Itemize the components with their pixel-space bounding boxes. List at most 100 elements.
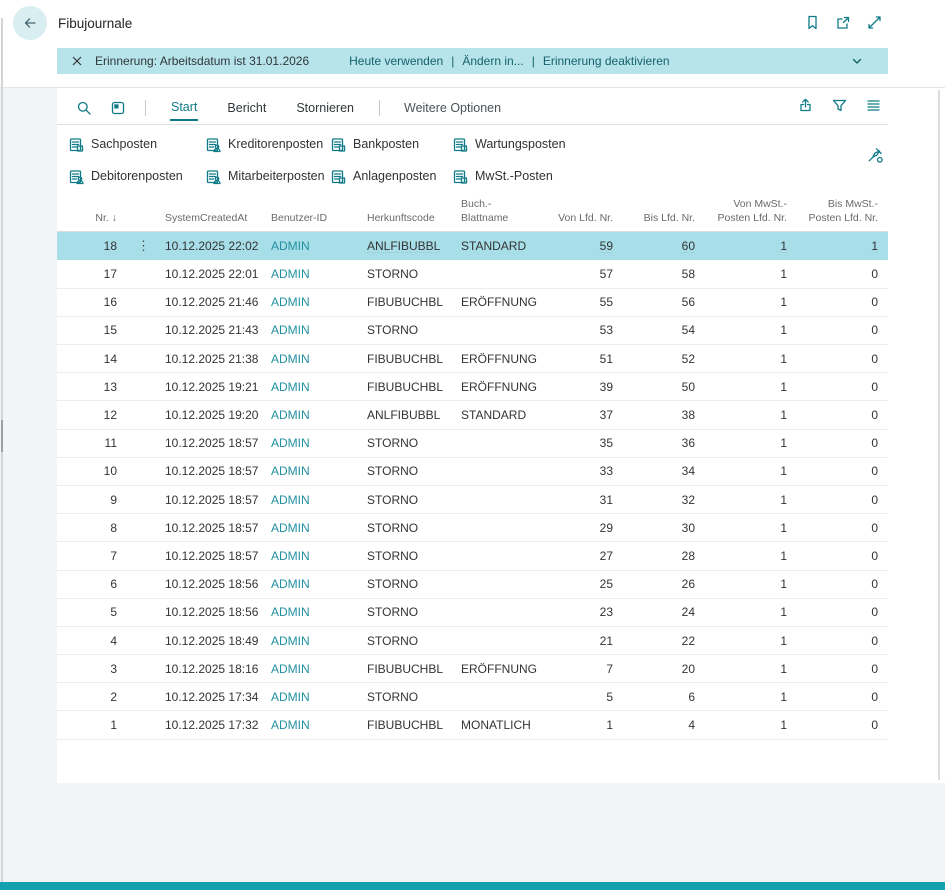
table-row[interactable]: 7 ⋮ 10.12.2025 18:57 ADMIN STORNO 27 28 … [57, 542, 888, 570]
cell-von-mwst-posten[interactable]: 1 [705, 323, 797, 337]
vertical-scrollbar[interactable] [938, 90, 940, 780]
notification-action-deactivate[interactable]: Erinnerung deaktivieren [543, 54, 670, 68]
cell-von-lfd-nr[interactable]: 5 [539, 690, 623, 704]
cell-von-mwst-posten[interactable]: 1 [705, 436, 797, 450]
cell-von-mwst-posten[interactable]: 1 [705, 493, 797, 507]
cell-von-mwst-posten[interactable]: 1 [705, 718, 797, 732]
table-row[interactable]: 5 ⋮ 10.12.2025 18:56 ADMIN STORNO 23 24 … [57, 599, 888, 627]
table-row[interactable]: 18 ⋮ 10.12.2025 22:02 ADMIN ANLFIBUBBL S… [57, 232, 888, 260]
cell-benutzer-id[interactable]: ADMIN [261, 634, 357, 648]
cell-benutzer-id[interactable]: ADMIN [261, 718, 357, 732]
cell-bis-lfd-nr[interactable]: 52 [623, 352, 705, 366]
cell-bis-mwst-posten[interactable]: 0 [797, 521, 888, 535]
cell-bis-lfd-nr[interactable]: 56 [623, 295, 705, 309]
cell-von-lfd-nr[interactable]: 35 [539, 436, 623, 450]
cell-nr[interactable]: 11 [57, 436, 127, 450]
cell-von-mwst-posten[interactable]: 1 [705, 380, 797, 394]
action-kreditorenposten[interactable]: Kreditorenposten [205, 134, 330, 154]
cell-bis-mwst-posten[interactable]: 0 [797, 267, 888, 281]
filter-icon[interactable] [831, 97, 848, 119]
action-mitarbeiterposten[interactable]: Mitarbeiterposten [205, 166, 330, 186]
table-row[interactable]: 4 ⋮ 10.12.2025 18:49 ADMIN STORNO 21 22 … [57, 627, 888, 655]
cell-nr[interactable]: 12 [57, 408, 127, 422]
cell-benutzer-id[interactable]: ADMIN [261, 521, 357, 535]
cell-nr[interactable]: 1 [57, 718, 127, 732]
cell-bis-lfd-nr[interactable]: 6 [623, 690, 705, 704]
cell-von-mwst-posten[interactable]: 1 [705, 408, 797, 422]
cell-bis-mwst-posten[interactable]: 0 [797, 352, 888, 366]
column-header-bis-mwst-posten[interactable]: Bis MwSt.- Posten Lfd. Nr. [797, 198, 888, 225]
cell-bis-lfd-nr[interactable]: 24 [623, 605, 705, 619]
tab-bericht[interactable]: Bericht [226, 97, 267, 120]
left-scrollbar-thumb[interactable] [1, 420, 3, 452]
cell-nr[interactable]: 4 [57, 634, 127, 648]
cell-bis-lfd-nr[interactable]: 38 [623, 408, 705, 422]
cell-nr[interactable]: 7 [57, 549, 127, 563]
cell-nr[interactable]: 2 [57, 690, 127, 704]
cell-bis-lfd-nr[interactable]: 54 [623, 323, 705, 337]
cell-von-mwst-posten[interactable]: 1 [705, 634, 797, 648]
cell-bis-mwst-posten[interactable]: 0 [797, 690, 888, 704]
table-row[interactable]: 17 ⋮ 10.12.2025 22:01 ADMIN STORNO 57 58… [57, 260, 888, 288]
table-row[interactable]: 15 ⋮ 10.12.2025 21:43 ADMIN STORNO 53 54… [57, 317, 888, 345]
cell-von-lfd-nr[interactable]: 53 [539, 323, 623, 337]
action-wartungsposten[interactable]: Wartungsposten [452, 134, 566, 154]
cell-nr[interactable]: 13 [57, 380, 127, 394]
cell-nr[interactable]: 9 [57, 493, 127, 507]
cell-benutzer-id[interactable]: ADMIN [261, 605, 357, 619]
table-row[interactable]: 6 ⋮ 10.12.2025 18:56 ADMIN STORNO 25 26 … [57, 571, 888, 599]
cell-benutzer-id[interactable]: ADMIN [261, 267, 357, 281]
column-header-von-mwst-posten[interactable]: Von MwSt.- Posten Lfd. Nr. [705, 198, 797, 225]
cell-benutzer-id[interactable]: ADMIN [261, 295, 357, 309]
cell-benutzer-id[interactable]: ADMIN [261, 323, 357, 337]
column-header-herkunftscode[interactable]: Herkunftscode [357, 212, 451, 226]
cell-von-mwst-posten[interactable]: 1 [705, 352, 797, 366]
cell-von-mwst-posten[interactable]: 1 [705, 464, 797, 478]
table-row[interactable]: 1 ⋮ 10.12.2025 17:32 ADMIN FIBUBUCHBL MO… [57, 711, 888, 739]
cell-von-lfd-nr[interactable]: 33 [539, 464, 623, 478]
cell-nr[interactable]: 17 [57, 267, 127, 281]
table-row[interactable]: 16 ⋮ 10.12.2025 21:46 ADMIN FIBUBUCHBL E… [57, 289, 888, 317]
cell-bis-lfd-nr[interactable]: 28 [623, 549, 705, 563]
cell-bis-mwst-posten[interactable]: 0 [797, 464, 888, 478]
cell-von-mwst-posten[interactable]: 1 [705, 521, 797, 535]
cell-bis-mwst-posten[interactable]: 1 [797, 239, 888, 253]
cell-bis-lfd-nr[interactable]: 34 [623, 464, 705, 478]
cell-nr[interactable]: 6 [57, 577, 127, 591]
table-row[interactable]: 3 ⋮ 10.12.2025 18:16 ADMIN FIBUBUCHBL ER… [57, 655, 888, 683]
cell-von-lfd-nr[interactable]: 1 [539, 718, 623, 732]
cell-bis-mwst-posten[interactable]: 0 [797, 380, 888, 394]
cell-benutzer-id[interactable]: ADMIN [261, 577, 357, 591]
cell-von-lfd-nr[interactable]: 7 [539, 662, 623, 676]
cell-von-mwst-posten[interactable]: 1 [705, 549, 797, 563]
pin-icon[interactable] [866, 146, 884, 169]
cell-von-lfd-nr[interactable]: 23 [539, 605, 623, 619]
cell-von-lfd-nr[interactable]: 27 [539, 549, 623, 563]
view-options-icon[interactable] [865, 97, 882, 119]
cell-von-mwst-posten[interactable]: 1 [705, 239, 797, 253]
cell-bis-mwst-posten[interactable]: 0 [797, 662, 888, 676]
cell-bis-lfd-nr[interactable]: 32 [623, 493, 705, 507]
action-debitorenposten[interactable]: Debitorenposten [68, 166, 205, 186]
cell-bis-mwst-posten[interactable]: 0 [797, 549, 888, 563]
notification-action-use-today[interactable]: Heute verwenden [349, 54, 443, 68]
expand-icon[interactable] [866, 14, 883, 31]
share-icon[interactable] [797, 97, 814, 119]
cell-von-mwst-posten[interactable]: 1 [705, 690, 797, 704]
table-row[interactable]: 10 ⋮ 10.12.2025 18:57 ADMIN STORNO 33 34… [57, 458, 888, 486]
column-header-nr[interactable]: Nr. ↓ [57, 212, 127, 226]
cell-von-lfd-nr[interactable]: 55 [539, 295, 623, 309]
tab-stornieren[interactable]: Stornieren [295, 97, 355, 120]
cell-nr[interactable]: 8 [57, 521, 127, 535]
column-header-von-lfd-nr[interactable]: Von Lfd. Nr. [539, 212, 623, 226]
tab-start[interactable]: Start [170, 96, 198, 121]
cell-bis-mwst-posten[interactable]: 0 [797, 493, 888, 507]
cell-nr[interactable]: 5 [57, 605, 127, 619]
cell-benutzer-id[interactable]: ADMIN [261, 352, 357, 366]
cell-von-mwst-posten[interactable]: 1 [705, 267, 797, 281]
cell-bis-mwst-posten[interactable]: 0 [797, 408, 888, 422]
table-row[interactable]: 14 ⋮ 10.12.2025 21:38 ADMIN FIBUBUCHBL E… [57, 345, 888, 373]
cell-benutzer-id[interactable]: ADMIN [261, 380, 357, 394]
bookmark-icon[interactable] [804, 14, 821, 31]
table-row[interactable]: 11 ⋮ 10.12.2025 18:57 ADMIN STORNO 35 36… [57, 430, 888, 458]
